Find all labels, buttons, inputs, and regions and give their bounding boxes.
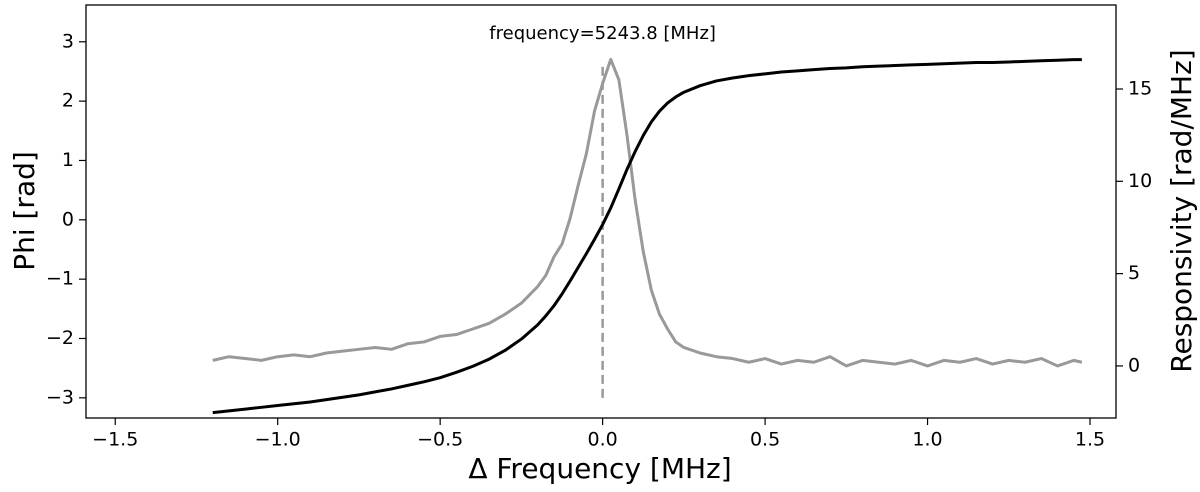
y-tick-label: 2 <box>62 90 74 112</box>
x-tick-label: 1.0 <box>912 429 942 451</box>
y-tick-label: 3 <box>62 30 74 52</box>
y2-axis-label: Responsivity [rad/MHz] <box>1165 49 1198 372</box>
plot-frame <box>85 4 1117 419</box>
x-tick-label: −1.5 <box>92 429 138 451</box>
y2-tick-label: 10 <box>1128 170 1152 192</box>
y2-tick-label: 15 <box>1128 78 1152 100</box>
x-tick-label: 1.5 <box>1075 429 1105 451</box>
y-tick-label: −2 <box>46 327 74 349</box>
x-tick-label: 0.5 <box>750 429 780 451</box>
series-line <box>212 57 1083 368</box>
x-tick-label: 0.0 <box>588 429 618 451</box>
y-tick-label: −3 <box>46 386 74 408</box>
y-axis-label: Phi [rad] <box>8 151 41 271</box>
x-tick-label: −1.0 <box>255 429 301 451</box>
x-tick-label: −0.5 <box>417 429 463 451</box>
y2-tick-label: 0 <box>1128 354 1140 376</box>
x-axis-label: Δ Frequency [MHz] <box>468 452 731 485</box>
y2-tick-label: 5 <box>1128 262 1140 284</box>
y-tick-label: 0 <box>62 208 74 230</box>
series-line <box>212 58 1082 415</box>
annotation-text: frequency=5243.8 [MHz] <box>489 23 716 44</box>
y-tick-label: −1 <box>46 268 74 290</box>
y-tick-label: 1 <box>62 149 74 171</box>
